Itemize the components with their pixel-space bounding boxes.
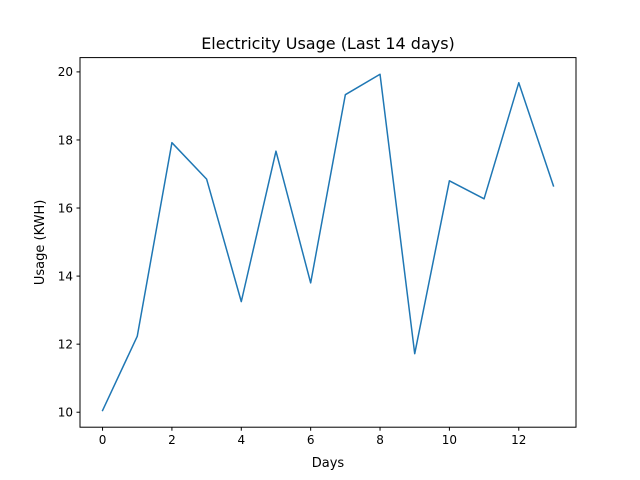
x-tick-label: 2 bbox=[168, 433, 176, 447]
y-tick-label: 20 bbox=[58, 65, 73, 79]
series-line bbox=[101, 73, 555, 412]
x-tick-label: 0 bbox=[99, 433, 107, 447]
plot-frame bbox=[79, 57, 577, 428]
x-tick-label: 10 bbox=[442, 433, 457, 447]
x-tick-label: 6 bbox=[307, 433, 315, 447]
chart-title: Electricity Usage (Last 14 days) bbox=[201, 34, 455, 53]
x-tick-label: 12 bbox=[511, 433, 526, 447]
y-tick-label: 14 bbox=[58, 269, 73, 283]
y-tick-label: 18 bbox=[58, 133, 73, 147]
y-axis-label: Usage (KWH) bbox=[33, 200, 48, 285]
series-layer bbox=[101, 73, 555, 412]
x-axis-label: Days bbox=[312, 456, 345, 471]
x-axis-ticks: 0 2 4 6 8 10 12 bbox=[99, 427, 526, 447]
x-tick-label: 8 bbox=[376, 433, 384, 447]
y-tick-label: 10 bbox=[58, 406, 73, 420]
y-tick-label: 12 bbox=[58, 337, 73, 351]
y-tick-label: 16 bbox=[58, 201, 73, 215]
y-axis-ticks: 10 12 14 16 18 20 bbox=[58, 65, 80, 420]
x-tick-label: 4 bbox=[237, 433, 245, 447]
